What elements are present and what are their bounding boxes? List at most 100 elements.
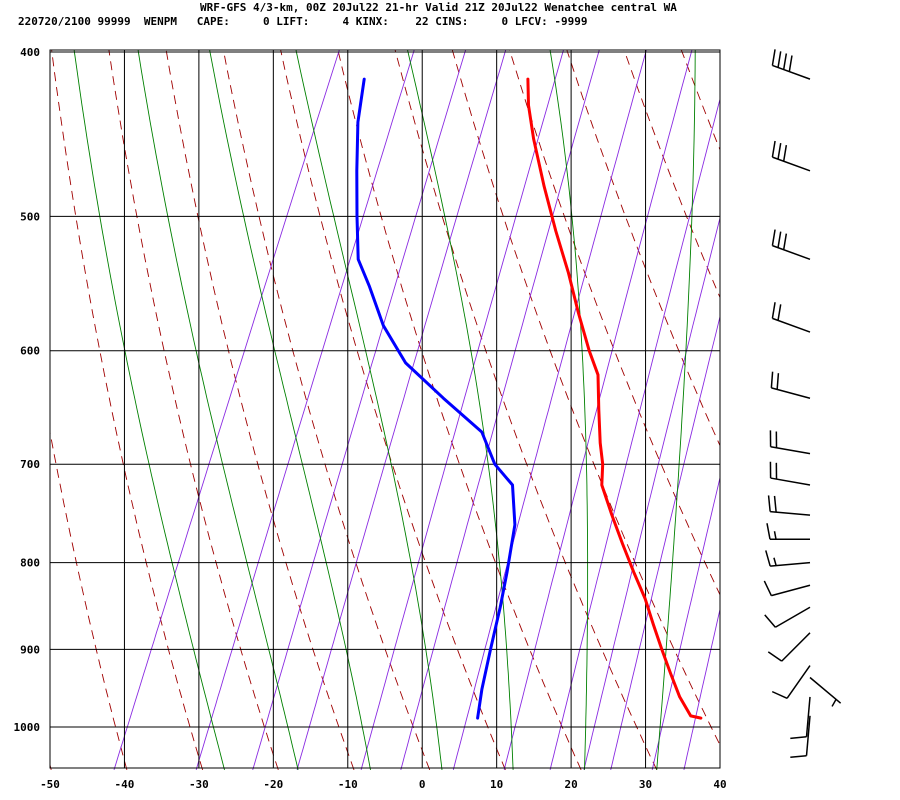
chart-title: WRF-GFS 4/3-km, 00Z 20Jul22 21-hr Valid … — [200, 1, 677, 14]
mixing-ratio-line — [195, 50, 415, 770]
y-tick-labels: 400 500 600 700 800 900 1000 — [14, 46, 41, 734]
barb-flag — [782, 145, 788, 162]
barb-staff — [781, 632, 811, 662]
dry-adiabat — [165, 50, 355, 770]
barb-staff — [772, 64, 811, 80]
barb-staff — [771, 387, 811, 399]
grid — [49, 49, 721, 769]
wind-barb — [769, 461, 811, 486]
barb-staff — [786, 665, 811, 699]
mixing-ratio-line — [721, 33, 888, 770]
mixing-ratio-line — [503, 50, 693, 770]
barb-flag — [767, 651, 783, 662]
wind-barb — [770, 371, 811, 399]
y-tick-label: 1000 — [14, 721, 41, 734]
mixing-ratio-line — [360, 50, 564, 770]
wind-barb — [771, 49, 811, 80]
background-lines — [50, 33, 900, 770]
moist-adiabat — [73, 50, 225, 770]
barb-flag — [782, 233, 788, 250]
y-tick-label: 800 — [20, 557, 40, 570]
wind-barb — [809, 676, 842, 707]
x-tick-label: -10 — [338, 778, 358, 791]
barb-staff — [770, 477, 811, 486]
wind-barb — [764, 606, 811, 628]
mixing-ratio-line — [296, 50, 507, 770]
wind-barb — [769, 430, 811, 455]
barb-flag — [777, 142, 782, 160]
barb-flag — [771, 690, 788, 700]
barb-flag — [770, 371, 774, 388]
barb-flag — [771, 302, 776, 319]
dry-adiabat — [451, 50, 720, 747]
barb-flag — [788, 55, 793, 72]
wind-barb — [790, 715, 811, 759]
dry-adiabat — [732, 33, 900, 770]
mixing-ratio-line — [252, 50, 467, 770]
wind-barb — [771, 665, 811, 700]
x-tick-label: 30 — [639, 778, 652, 791]
barb-flag — [766, 523, 771, 540]
mixing-ratio-line — [452, 50, 647, 770]
barb-flag — [777, 304, 782, 321]
barb-staff — [770, 445, 811, 455]
dry-adiabat — [509, 50, 720, 596]
wind-barb — [790, 696, 811, 740]
x-tick-label: -50 — [40, 778, 60, 791]
wind-barb — [766, 523, 810, 540]
barb-flag — [782, 53, 788, 70]
barb-staff — [809, 676, 842, 704]
mixing-ratio-line — [113, 50, 340, 770]
wind-barb — [767, 632, 811, 662]
barb-flag — [777, 231, 782, 248]
barb-flag — [771, 229, 776, 246]
dry-adiabat — [222, 50, 431, 770]
moist-adiabat — [549, 50, 589, 770]
y-tick-label: 400 — [20, 46, 40, 59]
mixing-ratio-line — [400, 50, 600, 770]
barb-flag — [790, 736, 807, 740]
barb-half-flag — [831, 698, 837, 707]
barb-flag — [764, 614, 776, 628]
dewpoint-trace — [355, 77, 517, 720]
barb-flag — [771, 49, 776, 66]
barb-staff — [805, 715, 811, 756]
barb-flag — [765, 550, 771, 567]
mixing-ratio-line — [583, 216, 720, 770]
moist-adiabat — [209, 50, 371, 770]
stability-indices: 220720/2100 99999 WENPM CAPE: 0 LIFT: 4 … — [18, 15, 588, 28]
wind-barb — [771, 229, 811, 261]
barb-staff — [772, 244, 811, 261]
x-tick-label: 40 — [713, 778, 726, 791]
moist-adiabat — [407, 50, 514, 770]
dry-adiabat — [108, 50, 279, 770]
barb-staff — [772, 156, 811, 172]
dry-adiabat — [789, 33, 900, 770]
barb-staff — [805, 696, 811, 737]
barb-flag — [790, 754, 807, 759]
barb-flag — [776, 373, 780, 390]
x-tick-label: 0 — [419, 778, 426, 791]
moist-adiabat — [295, 50, 443, 770]
y-tick-label: 700 — [20, 458, 40, 471]
x-tick-label: -40 — [115, 778, 135, 791]
dry-adiabat — [50, 430, 128, 770]
dry-adiabat — [846, 33, 900, 770]
temperature-trace — [526, 77, 703, 720]
y-tick-label: 500 — [20, 210, 40, 223]
barb-flag — [767, 495, 771, 512]
barb-staff — [770, 510, 811, 516]
moist-adiabat — [137, 50, 299, 770]
barb-staff — [774, 606, 811, 628]
y-tick-label: 900 — [20, 643, 40, 656]
barb-staff — [770, 561, 811, 567]
x-tick-label: -30 — [189, 778, 209, 791]
barb-flag — [773, 495, 777, 513]
barb-half-flag — [773, 531, 777, 540]
wind-barb — [767, 495, 811, 516]
plot-frame — [49, 49, 721, 769]
mixing-ratio-line — [651, 475, 720, 770]
barb-flag — [763, 580, 773, 596]
dry-adiabat — [566, 50, 720, 447]
